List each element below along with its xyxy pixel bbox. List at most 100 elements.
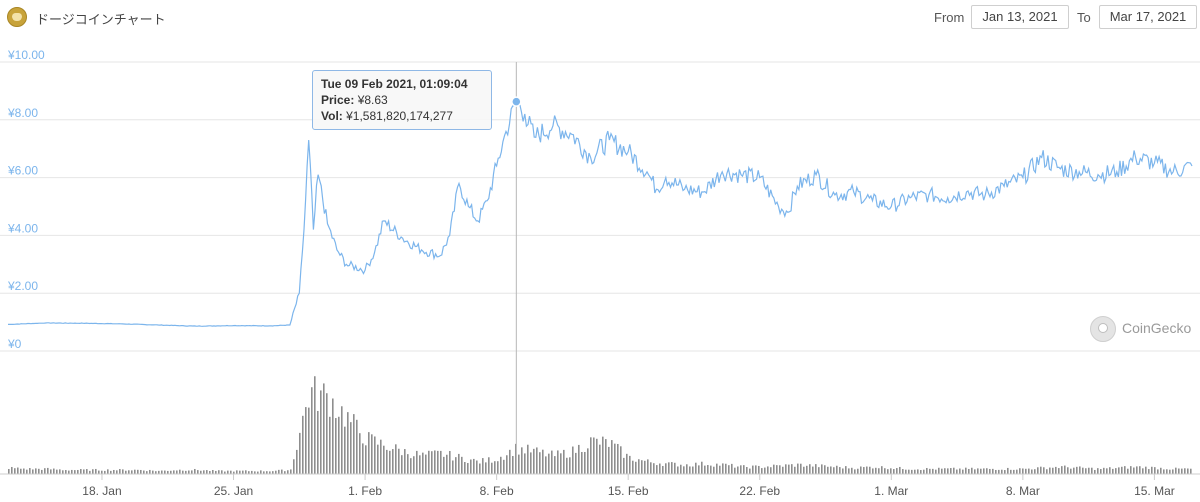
volume-bar: [470, 459, 472, 474]
volume-bar: [425, 454, 427, 474]
volume-bar: [431, 451, 433, 474]
volume-bar: [611, 440, 613, 474]
volume-bar: [29, 468, 31, 474]
volume-bar: [896, 468, 898, 474]
from-date-input[interactable]: Jan 13, 2021: [971, 5, 1069, 29]
volume-bar: [989, 468, 991, 474]
volume-bar: [923, 469, 925, 474]
volume-bar: [755, 465, 757, 474]
volume-bar: [581, 451, 583, 474]
volume-bar: [254, 471, 256, 474]
volume-bar: [695, 462, 697, 474]
volume-bar: [206, 470, 208, 474]
volume-bar: [203, 470, 205, 474]
volume-bar: [653, 463, 655, 474]
x-tick-label: 8. Mar: [1006, 484, 1040, 498]
volume-bar: [1181, 468, 1183, 474]
volume-bar: [521, 447, 523, 474]
volume-bar: [848, 468, 850, 474]
volume-bar: [728, 465, 730, 474]
volume-bar: [410, 458, 412, 474]
volume-bar: [938, 467, 940, 474]
volume-bar: [656, 465, 658, 474]
volume-bar: [1124, 466, 1126, 474]
volume-bar: [326, 393, 328, 474]
volume-bar: [125, 470, 127, 474]
volume-bar: [38, 468, 40, 474]
volume-bar: [176, 470, 178, 474]
volume-bar: [1160, 467, 1162, 474]
volume-bar: [317, 410, 319, 474]
volume-bar: [179, 469, 181, 474]
volume-bar: [1187, 468, 1189, 474]
volume-bar: [281, 469, 283, 474]
volume-bar: [911, 469, 913, 474]
volume-bar: [1001, 469, 1003, 474]
volume-bar: [1067, 467, 1069, 474]
volume-bar: [455, 457, 457, 474]
volume-bar: [827, 466, 829, 474]
volume-bar: [398, 448, 400, 474]
volume-bar: [497, 461, 499, 474]
volume-bar: [563, 449, 565, 474]
volume-bar: [599, 444, 601, 474]
volume-bar: [260, 470, 262, 474]
volume-bar: [71, 469, 73, 474]
volume-bar: [347, 412, 349, 474]
x-tick-label: 15. Mar: [1134, 484, 1175, 498]
volume-bar: [758, 465, 760, 474]
volume-bar: [629, 455, 631, 474]
volume-bar: [383, 445, 385, 474]
volume-bar: [233, 471, 235, 474]
volume-bar: [299, 432, 301, 474]
volume-bar: [419, 455, 421, 474]
volume-bar: [212, 470, 214, 474]
volume-bar: [437, 450, 439, 474]
volume-bar: [620, 446, 622, 474]
volume-bar: [851, 467, 853, 474]
volume-bar: [194, 468, 196, 474]
volume-bar: [908, 469, 910, 474]
volume-bar: [386, 449, 388, 474]
volume-bar: [1049, 467, 1051, 474]
volume-bar: [1151, 466, 1153, 474]
volume-bar: [530, 452, 532, 474]
volume-bar: [707, 465, 709, 474]
volume-bar: [815, 464, 817, 474]
volume-bar: [1091, 467, 1093, 474]
volume-bar: [1079, 466, 1081, 474]
volume-bar: [719, 465, 721, 474]
volume-bar: [461, 456, 463, 474]
volume-bar: [17, 467, 19, 474]
volume-bar: [68, 470, 70, 474]
volume-bar: [53, 468, 55, 474]
volume-bar: [1136, 466, 1138, 474]
volume-bar: [614, 443, 616, 474]
y-tick-label: ¥10.00: [7, 48, 45, 62]
volume-bar: [185, 470, 187, 474]
volume-bar: [683, 466, 685, 474]
volume-bar: [1172, 469, 1174, 474]
volume-bar: [1055, 466, 1057, 474]
volume-bar: [635, 461, 637, 474]
from-label: From: [934, 10, 965, 25]
hover-point-marker: [511, 96, 522, 107]
volume-bar: [1058, 468, 1060, 474]
volume-bar: [845, 466, 847, 474]
volume-bar: [128, 470, 130, 474]
volume-bar: [689, 466, 691, 474]
volume-bar: [935, 469, 937, 474]
volume-bar: [62, 470, 64, 474]
volume-bar: [56, 469, 58, 474]
volume-bar: [575, 452, 577, 474]
volume-bar: [857, 468, 859, 474]
volume-bar: [587, 448, 589, 474]
volume-bar: [818, 467, 820, 474]
volume-bar: [1139, 466, 1141, 474]
to-date-input[interactable]: Mar 17, 2021: [1099, 5, 1197, 29]
volume-bar: [1061, 466, 1063, 474]
volume-bar: [452, 460, 454, 474]
volume-bar: [1043, 467, 1045, 474]
volume-bar: [269, 471, 271, 474]
